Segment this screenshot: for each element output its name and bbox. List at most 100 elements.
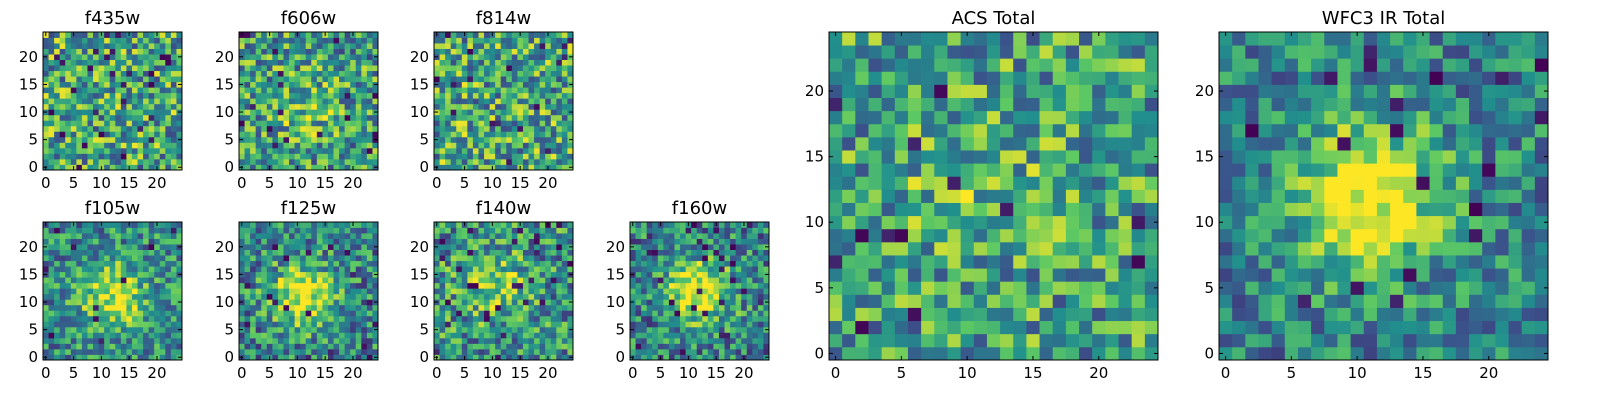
heatmap-cell <box>43 304 49 311</box>
heatmap-cell <box>663 315 670 322</box>
heatmap-cell <box>104 147 111 154</box>
heatmap-cell <box>556 354 563 361</box>
heatmap-cell <box>305 332 312 339</box>
heatmap-cell <box>355 315 362 322</box>
heatmap-cell <box>355 158 362 165</box>
heatmap-cell <box>534 310 541 317</box>
heatmap-cell <box>300 147 307 154</box>
heatmap-cell <box>450 43 457 49</box>
heatmap-cell <box>668 337 675 344</box>
heatmap-cell <box>652 282 659 289</box>
heatmap-cell <box>539 326 546 333</box>
heatmap-cell <box>561 109 568 116</box>
heatmap-cell <box>355 131 362 138</box>
heatmap-cell <box>131 260 138 267</box>
heatmap-cell <box>159 81 166 88</box>
heatmap-cell <box>702 255 709 262</box>
heatmap-cell <box>48 249 55 256</box>
heatmap-cell <box>120 337 127 344</box>
heatmap-cell <box>1131 189 1146 203</box>
heatmap-cell <box>506 142 513 149</box>
heatmap-cell <box>539 255 546 262</box>
heatmap-cell <box>266 271 273 278</box>
heatmap-cell <box>272 293 279 300</box>
heatmap-cell <box>272 255 279 262</box>
heatmap-cell <box>630 332 636 339</box>
heatmap-cell <box>489 293 496 300</box>
heatmap-cell <box>528 332 535 339</box>
heatmap-cell <box>355 255 362 262</box>
heatmap-cell <box>170 238 177 245</box>
heatmap-cell <box>104 37 111 44</box>
heatmap-cell <box>1000 346 1014 361</box>
heatmap-cell <box>355 304 362 311</box>
heatmap-cell <box>159 227 166 234</box>
heatmap-cell <box>272 348 279 355</box>
heatmap-cell <box>327 147 334 154</box>
heatmap-cell <box>87 244 94 250</box>
heatmap-cell <box>350 260 357 267</box>
heatmap-cell <box>545 103 552 110</box>
heatmap-cell <box>517 326 524 333</box>
heatmap-cell <box>305 238 312 245</box>
heatmap-cell <box>115 282 122 289</box>
heatmap-cell <box>115 120 122 127</box>
heatmap-cell <box>550 233 557 239</box>
heatmap-cell <box>472 59 479 66</box>
heatmap-cell <box>434 142 440 149</box>
heatmap-cell <box>630 255 636 262</box>
heatmap-cell <box>54 282 61 289</box>
heatmap-cell <box>339 114 346 121</box>
heatmap-cell <box>294 103 301 110</box>
heatmap-cell <box>372 343 379 350</box>
heatmap-cell <box>1144 333 1159 348</box>
heatmap-cell <box>450 222 457 228</box>
heatmap-cell <box>54 222 61 228</box>
heatmap-cell <box>561 92 568 99</box>
heatmap-cell <box>361 354 368 361</box>
heatmap-cell <box>635 293 642 300</box>
heatmap-cell <box>109 233 116 239</box>
heatmap-cell <box>646 315 653 322</box>
heatmap-cell <box>746 354 753 361</box>
heatmap-cell <box>472 293 479 300</box>
heatmap-cell <box>350 81 357 88</box>
heatmap-cell <box>305 43 312 49</box>
heatmap-cell <box>506 65 513 72</box>
heatmap-cell <box>250 65 257 72</box>
heatmap-cell <box>76 131 83 138</box>
heatmap-cell <box>641 288 648 295</box>
heatmap-cell <box>550 158 557 165</box>
heatmap-cell <box>159 120 166 127</box>
heatmap-cell <box>500 153 507 160</box>
heatmap-cell <box>283 304 290 311</box>
heatmap-cell <box>137 343 144 350</box>
heatmap-cell <box>305 98 312 105</box>
heatmap-cell <box>1052 281 1067 295</box>
heatmap-cell <box>361 238 368 245</box>
heatmap-cell <box>763 293 770 300</box>
heatmap-cell <box>339 142 346 149</box>
heatmap-cell <box>1039 346 1054 361</box>
heatmap-cell <box>250 103 257 110</box>
heatmap-cell <box>500 76 507 83</box>
heatmap-cell <box>372 348 379 355</box>
heatmap-cell <box>534 32 541 38</box>
heatmap-cell <box>327 332 334 339</box>
heatmap-cell <box>545 310 552 317</box>
heatmap-cell <box>322 310 329 317</box>
heatmap-cell <box>445 332 452 339</box>
heatmap-cell <box>305 348 312 355</box>
heatmap-cell <box>1144 255 1159 269</box>
heatmap-cell <box>109 164 116 171</box>
panel-title: f140w <box>476 198 531 219</box>
heatmap-cell <box>361 326 368 333</box>
heatmap-cell <box>366 87 373 94</box>
heatmap-cell <box>366 125 373 132</box>
heatmap-cell <box>131 153 138 160</box>
heatmap-cell <box>65 227 72 234</box>
heatmap-cell <box>534 37 541 44</box>
heatmap-cell <box>54 65 61 72</box>
heatmap-cell <box>272 92 279 99</box>
heatmap-cell <box>316 164 323 171</box>
